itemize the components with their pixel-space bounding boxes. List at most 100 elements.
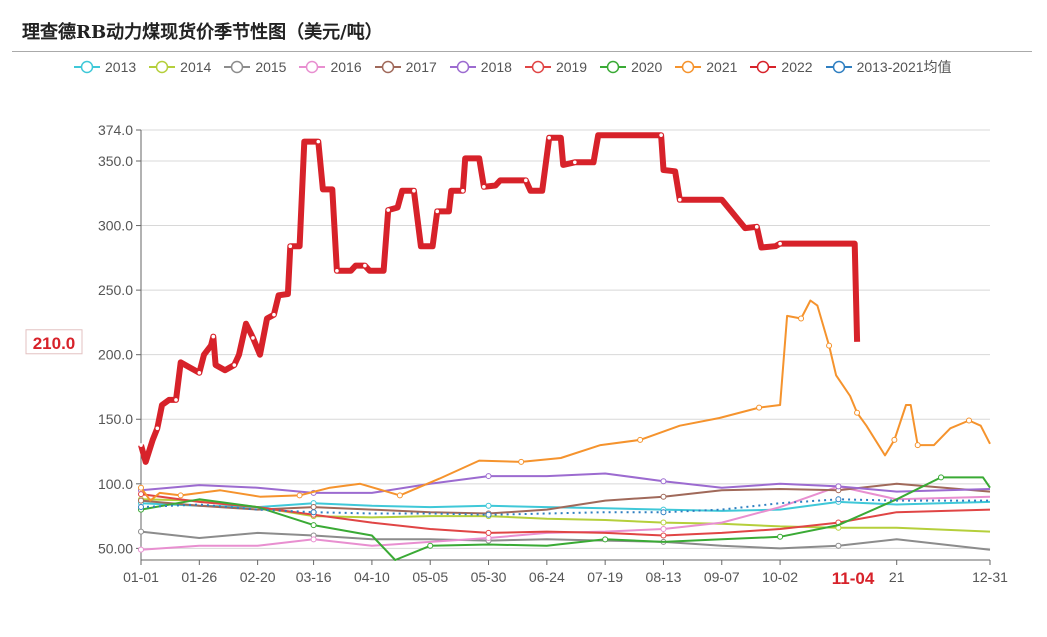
legend-label: 2021 bbox=[706, 59, 738, 75]
data-point bbox=[914, 442, 921, 449]
data-point bbox=[211, 334, 216, 339]
y-tick-label: 250.0 bbox=[98, 282, 133, 298]
series-line bbox=[138, 132, 861, 465]
legend-item-2014[interactable]: 2014 bbox=[149, 56, 211, 78]
data-point bbox=[485, 473, 492, 480]
legend-marker-icon bbox=[449, 60, 476, 74]
legend-marker-icon bbox=[675, 60, 702, 74]
data-point bbox=[138, 497, 144, 504]
series-line bbox=[140, 530, 991, 551]
data-point bbox=[138, 504, 144, 511]
data-point bbox=[524, 178, 528, 183]
legend-label: 2013-2021均值 bbox=[856, 59, 952, 75]
series-2016 bbox=[138, 483, 991, 553]
legend-label: 2020 bbox=[631, 59, 663, 75]
legend-item-2019[interactable]: 2019 bbox=[524, 56, 587, 78]
legend-marker-icon bbox=[149, 60, 176, 74]
data-point bbox=[232, 363, 237, 367]
x-tick-label: 21 bbox=[889, 569, 905, 585]
legend-item-2013-2021均值[interactable]: 2013-2021均值 bbox=[825, 56, 952, 78]
data-point bbox=[659, 133, 663, 137]
data-point bbox=[660, 532, 667, 539]
legend-item-2021[interactable]: 2021 bbox=[675, 56, 737, 78]
x-tick-label: 05-30 bbox=[471, 569, 507, 585]
legend-item-2016[interactable]: 2016 bbox=[299, 56, 362, 78]
data-point bbox=[461, 188, 465, 193]
chart-title: 理查德RB动力煤现货价季节性图（美元/吨） bbox=[22, 22, 383, 43]
data-point bbox=[660, 478, 667, 485]
legend-marker-icon bbox=[750, 60, 777, 74]
data-point bbox=[754, 225, 759, 229]
series-line bbox=[140, 493, 991, 537]
data-point bbox=[138, 484, 144, 491]
y-tick-label: 100.0 bbox=[98, 476, 133, 492]
x-tick-label: 06-24 bbox=[529, 569, 565, 585]
x-tick-label: 02-20 bbox=[240, 569, 276, 585]
legend-item-2022[interactable]: 2022 bbox=[750, 56, 813, 78]
series-2019 bbox=[138, 491, 991, 539]
data-point bbox=[396, 492, 403, 499]
x-pointer-label: 11-04 bbox=[832, 569, 875, 588]
data-point bbox=[798, 315, 805, 322]
data-point bbox=[197, 370, 202, 375]
legend-marker-icon bbox=[74, 60, 100, 74]
data-point bbox=[485, 502, 492, 509]
data-point bbox=[826, 342, 833, 349]
legend-item-2020[interactable]: 2020 bbox=[600, 56, 662, 78]
data-point bbox=[637, 436, 644, 443]
title-divider bbox=[12, 51, 1032, 52]
data-point bbox=[966, 417, 973, 424]
data-point bbox=[660, 519, 667, 526]
data-point bbox=[427, 542, 434, 549]
data-point bbox=[310, 504, 317, 511]
x-tick-label: 03-16 bbox=[296, 569, 332, 585]
x-pointer-box bbox=[828, 566, 879, 588]
data-point bbox=[938, 474, 945, 481]
legend-marker-icon bbox=[524, 60, 551, 74]
data-point bbox=[835, 542, 842, 549]
series-2020 bbox=[138, 474, 991, 561]
data-point bbox=[777, 533, 784, 540]
data-point bbox=[288, 244, 293, 249]
series-2022 bbox=[138, 132, 861, 465]
x-tick-label: 04-10 bbox=[354, 569, 390, 585]
legend-item-2018[interactable]: 2018 bbox=[449, 56, 512, 78]
data-point bbox=[310, 536, 317, 543]
legend-marker-icon bbox=[374, 60, 401, 74]
data-point bbox=[778, 241, 782, 246]
legend-item-2013[interactable]: 2013 bbox=[74, 56, 136, 78]
series-line bbox=[140, 485, 991, 551]
data-point bbox=[485, 529, 492, 536]
data-point bbox=[835, 483, 842, 490]
legend-item-2017[interactable]: 2017 bbox=[374, 56, 437, 78]
y-tick-label: 374.0 bbox=[98, 122, 133, 138]
legend-label: 2022 bbox=[781, 59, 813, 75]
data-point bbox=[835, 496, 842, 503]
x-tick-label: 08-13 bbox=[646, 569, 682, 585]
data-point bbox=[251, 336, 255, 340]
data-point bbox=[296, 492, 303, 499]
x-tick-label: 07-19 bbox=[587, 569, 623, 585]
legend-marker-icon bbox=[600, 60, 627, 74]
data-point bbox=[155, 426, 160, 431]
data-point bbox=[485, 535, 492, 542]
data-point bbox=[138, 528, 144, 535]
data-point bbox=[660, 526, 667, 533]
legend-marker-icon bbox=[825, 60, 852, 74]
data-point bbox=[660, 493, 667, 500]
data-point bbox=[316, 139, 321, 144]
legend-item-2015[interactable]: 2015 bbox=[224, 56, 286, 78]
y-tick-label: 200.0 bbox=[98, 347, 133, 363]
data-point bbox=[138, 491, 144, 498]
data-point bbox=[435, 209, 440, 214]
legend-label: 2018 bbox=[480, 59, 512, 75]
series-line bbox=[140, 472, 991, 494]
data-point bbox=[482, 185, 486, 189]
x-tick-label: 09-07 bbox=[704, 569, 740, 585]
legend-marker-icon bbox=[299, 60, 326, 74]
y-tick-label: 350.0 bbox=[98, 153, 133, 169]
x-tick-label: 01-01 bbox=[123, 569, 159, 585]
data-point bbox=[335, 268, 339, 273]
data-point bbox=[677, 197, 682, 202]
data-point bbox=[177, 492, 184, 499]
